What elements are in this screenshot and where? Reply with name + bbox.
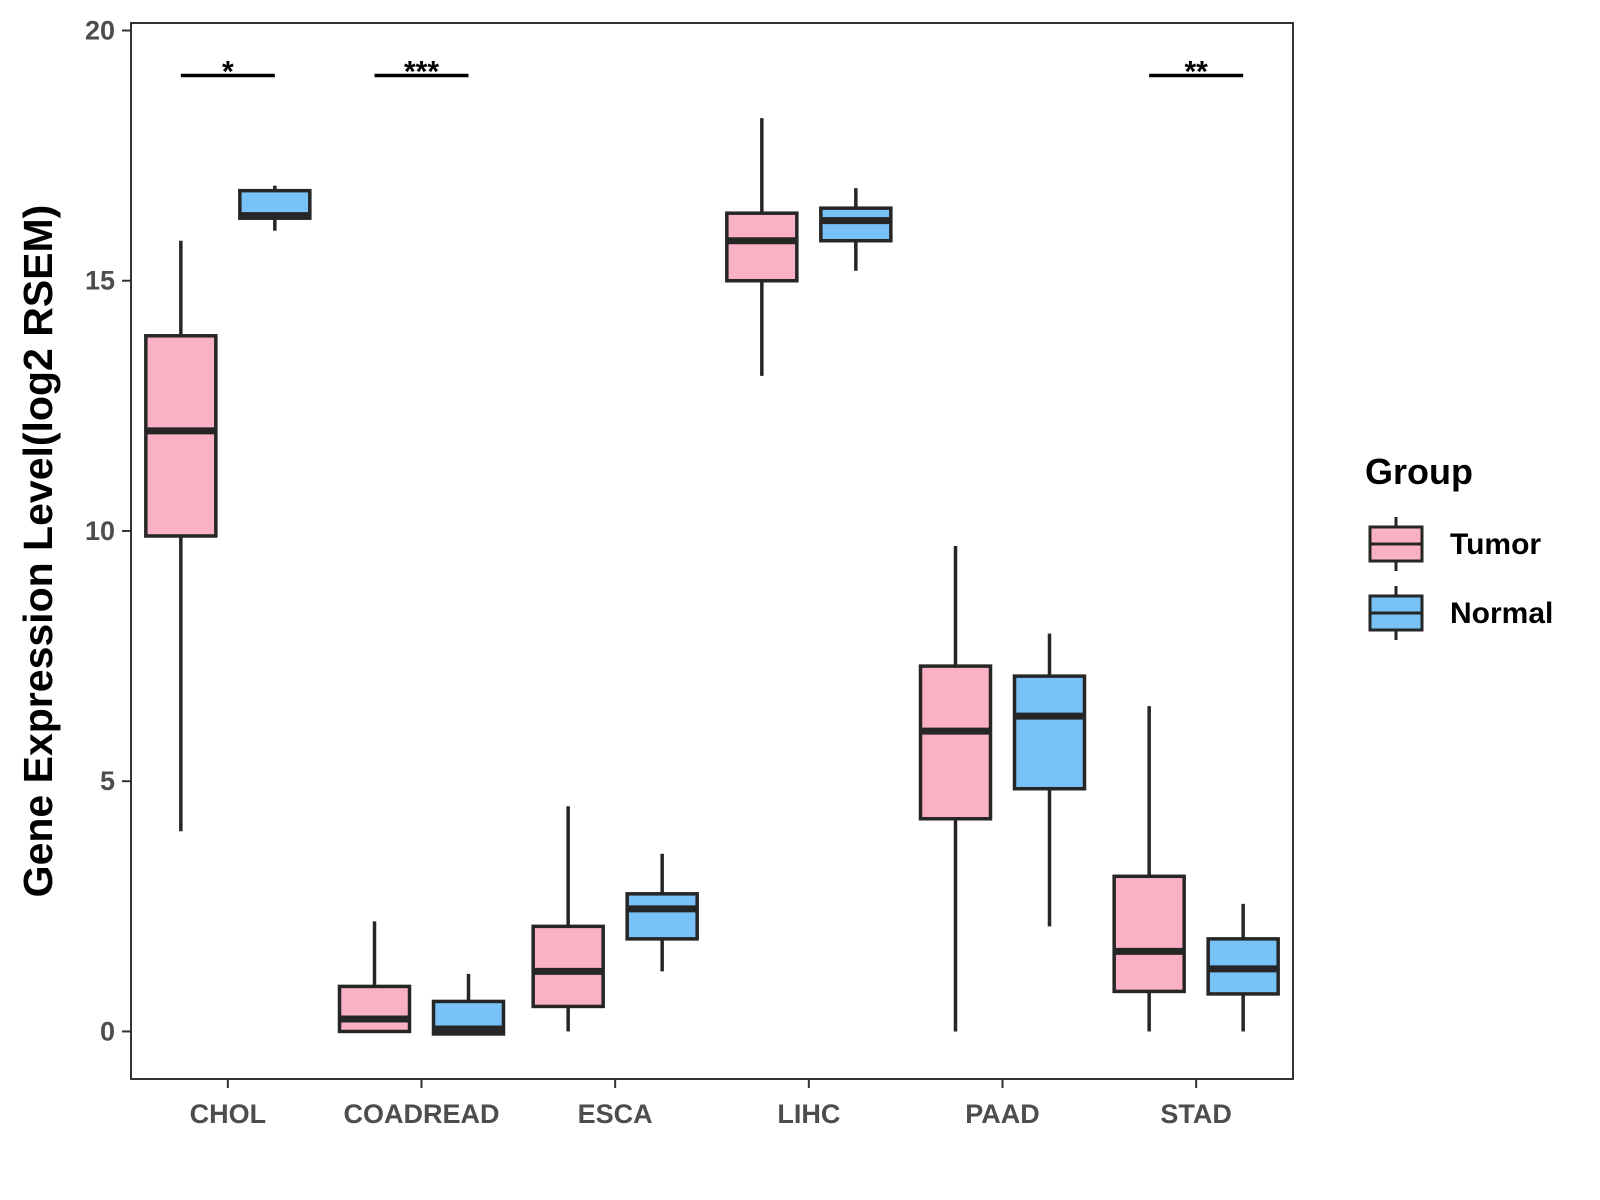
y-tick-label-0: 0 xyxy=(100,1016,115,1046)
box-paad-normal xyxy=(1012,674,1087,791)
y-axis: 0 5 10 15 20 xyxy=(85,16,131,1046)
legend-keys: Tumor Normal xyxy=(1368,517,1553,640)
box-coadread-tumor xyxy=(337,984,412,1034)
sig-label-stad: ** xyxy=(1184,56,1208,89)
x-axis: CHOL COADREAD ESCA LIHC PAAD STAD xyxy=(190,1079,1232,1129)
y-axis-title: Gene Expression Level(log2 RSEM) xyxy=(15,205,61,898)
series-normal xyxy=(238,185,1280,1036)
box-paad-tumor xyxy=(918,664,993,821)
y-tick-label-10: 10 xyxy=(85,516,115,546)
box-lihc-normal xyxy=(819,206,893,243)
plot-panel-border xyxy=(130,22,1294,1080)
x-tick-label-chol: CHOL xyxy=(190,1099,267,1129)
legend-key-normal: Normal xyxy=(1368,586,1553,640)
y-tick-label-15: 15 xyxy=(85,266,115,296)
x-tick-label-paad: PAAD xyxy=(965,1099,1040,1129)
sig-label-coadread: *** xyxy=(404,56,439,89)
x-tick-label-esca: ESCA xyxy=(578,1099,653,1129)
x-tick-label-lihc: LIHC xyxy=(777,1099,840,1129)
legend-title: Group xyxy=(1365,451,1473,492)
legend-label-normal: Normal xyxy=(1450,597,1553,630)
box-lihc-tumor xyxy=(725,211,799,283)
sig-label-chol: * xyxy=(222,56,234,89)
y-tick-label-20: 20 xyxy=(85,16,115,46)
plot-marks: * *** ** xyxy=(144,56,1280,1036)
box-chol-tumor xyxy=(144,334,218,538)
legend-label-tumor: Tumor xyxy=(1450,528,1541,561)
box-stad-tumor xyxy=(1112,874,1186,994)
box-esca-tumor xyxy=(531,924,605,1009)
legend: Group Tumor Normal xyxy=(1365,451,1553,640)
x-tick-label-coadread: COADREAD xyxy=(343,1099,499,1129)
x-tick-label-stad: STAD xyxy=(1160,1099,1232,1129)
series-tumor xyxy=(144,118,1186,1034)
y-tick-label-5: 5 xyxy=(100,766,115,796)
legend-key-tumor: Tumor xyxy=(1368,517,1541,571)
box-esca-normal xyxy=(625,892,699,941)
